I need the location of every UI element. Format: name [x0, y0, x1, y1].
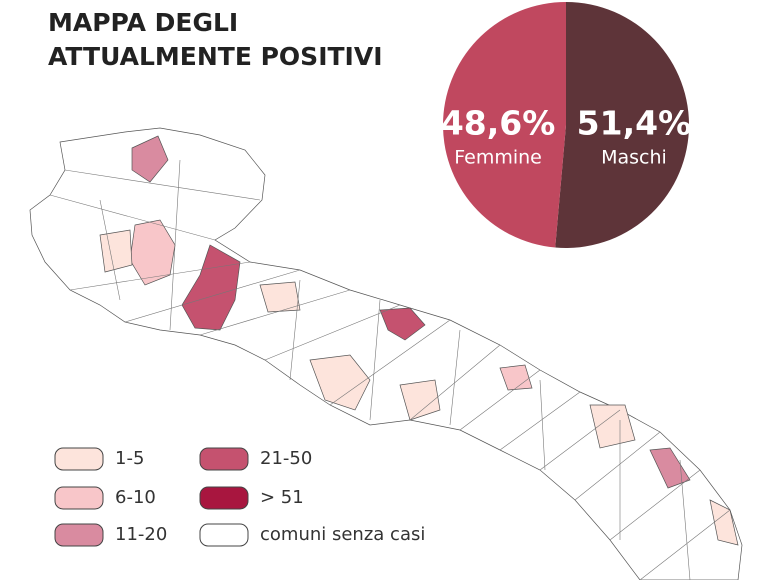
pie-category-label: Maschi	[601, 147, 667, 169]
title-line: ATTUALMENTE POSITIVI	[48, 42, 383, 71]
legend-swatch	[199, 447, 249, 471]
pie-slice	[442, 2, 566, 248]
map	[29, 127, 743, 581]
legend-label: comuni senza casi	[260, 524, 425, 545]
municipality	[259, 281, 301, 313]
municipality	[379, 307, 426, 341]
municipality	[709, 499, 739, 546]
pie-value-label: 48,6%	[441, 104, 556, 143]
legend-swatch	[54, 486, 104, 510]
pie-category-label: Femmine	[454, 147, 542, 169]
municipality	[399, 379, 441, 421]
municipality	[649, 447, 691, 489]
legend: 1-5 6-10 11-20 21-50 > 51 comuni senza casi	[54, 447, 425, 547]
municipality	[589, 404, 636, 449]
legend-label: 11-20	[115, 524, 167, 545]
legend-label: 21-50	[260, 448, 312, 469]
municipality	[499, 364, 533, 391]
legend-label: 6-10	[115, 487, 156, 508]
municipality	[131, 135, 169, 183]
pie-value-label: 51,4%	[577, 104, 692, 143]
municipality	[181, 244, 241, 331]
legend-swatch	[54, 523, 104, 547]
legend-swatch	[54, 447, 104, 471]
municipality	[99, 229, 133, 273]
pie-chart: 51,4% Maschi 48,6% Femmine	[441, 2, 691, 248]
legend-label: > 51	[260, 487, 304, 508]
legend-label: 1-5	[115, 448, 144, 469]
legend-swatch	[199, 486, 249, 510]
pie-slice	[555, 2, 689, 248]
legend-swatch	[199, 523, 249, 547]
municipality-borders	[49, 159, 731, 581]
municipality	[309, 354, 371, 411]
title-line: MAPPA DEGLI	[48, 8, 238, 37]
